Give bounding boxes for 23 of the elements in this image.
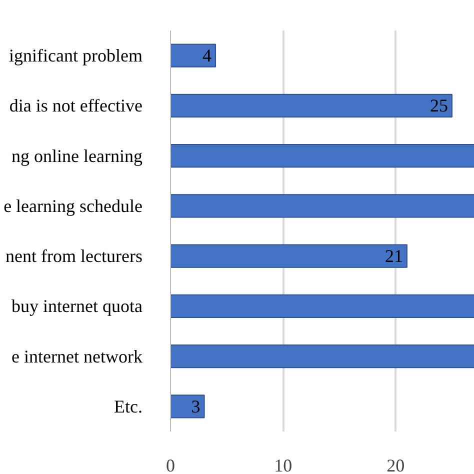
x-tick-label: 20 (386, 456, 405, 474)
y-tick-label: buy internet quota (12, 296, 143, 316)
bar (170, 194, 474, 218)
data-label: 25 (430, 96, 448, 116)
data-label: 3 (191, 396, 200, 416)
bar (170, 344, 474, 368)
y-tick-label: e internet network (12, 346, 143, 366)
data-label: 21 (384, 246, 403, 266)
bar (170, 244, 408, 268)
y-tick-label: Etc. (114, 396, 143, 416)
bar (170, 94, 452, 118)
y-tick-label: nent from lecturers (6, 246, 143, 266)
bar (170, 394, 205, 418)
y-tick-label: ng online learning (12, 146, 143, 166)
y-tick-label: dia is not effective (9, 96, 143, 116)
x-tick-label: 0 (166, 456, 175, 474)
data-label: 4 (202, 46, 212, 66)
bar (170, 44, 216, 68)
bar (170, 144, 474, 168)
y-tick-label: e learning schedule (4, 196, 143, 216)
y-tick-label: ignificant problem (9, 46, 143, 66)
bar (170, 294, 474, 318)
x-tick-label: 10 (274, 456, 292, 474)
